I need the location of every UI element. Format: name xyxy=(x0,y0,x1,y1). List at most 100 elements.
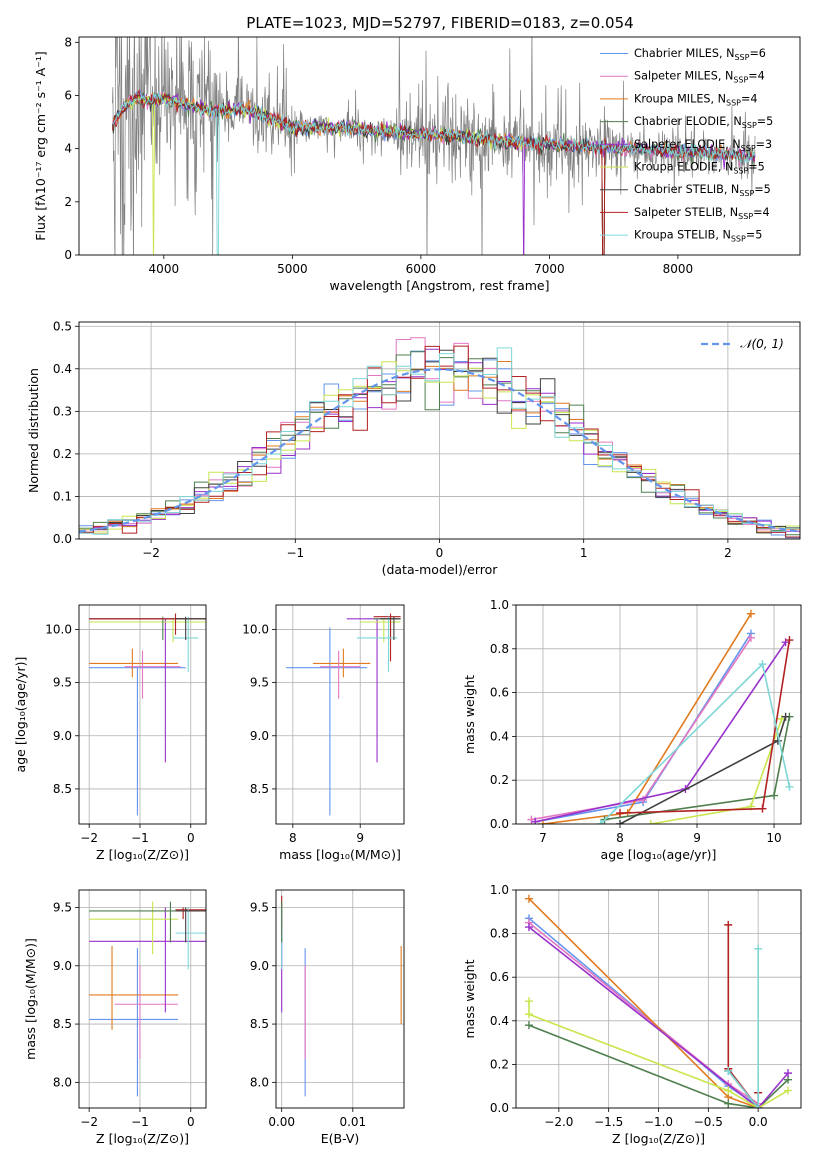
panel-weight_vs_Z: −2.0 −1.5 −1.0 −0.5 0.0 0.0 0.2 0.4 0.6 0.8 1.0 Z [… xyxy=(462,883,802,1146)
gaussian-curve xyxy=(79,368,800,533)
plot-area xyxy=(281,895,402,1097)
x-tick-label: 0 xyxy=(436,546,444,560)
legend-entry: Kroupa MILES, NSSP=4 xyxy=(634,92,757,107)
y-axis-label: mass weight xyxy=(462,675,477,754)
y-tick-label: 9.0 xyxy=(53,959,72,973)
weight-marker-kroupa_elodie xyxy=(724,1086,733,1095)
plot-area xyxy=(79,337,800,539)
y-tick-label: 8.5 xyxy=(53,1017,72,1031)
y-tick-label: 8 xyxy=(64,35,72,49)
y-tick-label: 10.0 xyxy=(45,622,72,636)
x-tick-label: 0.00 xyxy=(268,1115,295,1129)
axes-frame xyxy=(275,889,405,1109)
axes-frame xyxy=(515,889,802,1109)
y-tick-label: 0.2 xyxy=(490,773,509,787)
x-tick-label: 9 xyxy=(356,831,364,845)
x-tick-label: −2.0 xyxy=(544,1115,573,1129)
x-tick-label: 1 xyxy=(580,546,588,560)
weight-marker-salpeter_stelib xyxy=(724,920,733,929)
axes-frame xyxy=(275,604,405,825)
legend-entry: Kroupa STELIB, NSSP=5 xyxy=(634,229,762,244)
plot-area xyxy=(527,609,794,824)
x-tick-label: 0.0 xyxy=(749,1115,768,1129)
plot-area xyxy=(524,894,793,1108)
weight-marker-kroupa_stelib xyxy=(724,1066,733,1075)
panel-weight_vs_age: 7 8 9 10 0.0 0.2 0.4 0.6 0.8 1.0 age [log₁₀(age/yr… xyxy=(462,598,802,862)
weight-line-kroupa_miles xyxy=(542,613,752,824)
x-tick-label: −1 xyxy=(286,546,304,560)
weight-marker-kroupa_miles xyxy=(538,820,547,824)
x-tick-label: 4000 xyxy=(149,262,180,276)
plot-area xyxy=(89,613,206,816)
y-tick-label: 4 xyxy=(64,142,72,156)
y-tick-label: 0.6 xyxy=(490,970,509,984)
x-tick-label: 5000 xyxy=(277,262,308,276)
y-tick-label: 0.8 xyxy=(490,927,509,941)
y-tick-label: 6 xyxy=(64,88,72,102)
y-tick-label: 0.2 xyxy=(490,1057,509,1071)
y-tick-label: 8.5 xyxy=(250,1017,269,1031)
plot-area xyxy=(111,37,756,255)
histogram-kroupa_elodie xyxy=(79,361,800,533)
y-tick-label: 0.8 xyxy=(490,642,509,656)
weight-marker-chabrier_elodie xyxy=(524,1021,533,1030)
legend: Chabrier MILES, NSSP=6 Salpeter MILES, NS… xyxy=(600,47,773,244)
weight-line-kroupa_stelib xyxy=(727,948,759,1108)
y-axis-label: Normed distribution xyxy=(26,368,41,493)
x-tick-label: 8 xyxy=(616,831,624,845)
weight-marker-kroupa_stelib xyxy=(758,660,767,669)
figure-title: PLATE=1023, MJD=52797, FIBERID=0183, z=0… xyxy=(246,14,633,32)
x-tick-label: −2 xyxy=(80,1115,98,1129)
weight-line-kroupa_stelib xyxy=(600,662,791,824)
x-tick-label: 0.01 xyxy=(339,1115,366,1129)
histogram-kroupa_stelib xyxy=(79,347,800,535)
weight-marker-chabrier_elodie xyxy=(724,1099,733,1108)
y-axis-label: mass weight xyxy=(462,959,477,1038)
weight-line-chabrier_miles xyxy=(535,633,752,823)
x-axis-label: Z [log₁₀(Z/Z⊙)] xyxy=(612,1131,705,1146)
y-tick-label: 0.2 xyxy=(53,447,72,461)
legend-entry: Chabrier MILES, NSSP=6 xyxy=(634,47,766,62)
weight-marker-salpeter_elodie xyxy=(524,923,533,932)
y-tick-label: 0.3 xyxy=(53,404,72,418)
weight-line-chabrier_elodie xyxy=(528,1024,789,1108)
x-tick-label: 7 xyxy=(539,831,547,845)
plot-area xyxy=(286,613,401,816)
weight-line-chabrier_stelib xyxy=(619,716,787,824)
y-axis-label: mass [log₁₀(M/M⊙)] xyxy=(23,938,38,1060)
legend-entry: Chabrier STELIB, NSSP=5 xyxy=(634,183,771,198)
x-tick-label: 8 xyxy=(289,831,297,845)
weight-marker-kroupa_elodie xyxy=(784,1086,793,1095)
weight-marker-salpeter_elodie xyxy=(531,817,540,824)
legend-entry: Salpeter ELODIE, NSSP=3 xyxy=(634,138,772,153)
panel-mass_vs_Z: −2 −1 0 8.0 8.5 9.0 9.5 Z [log₁₀(Z/Z⊙)] mass [lo… xyxy=(23,889,207,1146)
x-tick-label: −1.0 xyxy=(644,1115,673,1129)
y-tick-label: 0.4 xyxy=(53,362,72,376)
y-tick-label: 9.0 xyxy=(53,729,72,743)
x-axis-label: wavelength [Angstrom, rest frame] xyxy=(329,278,549,293)
y-tick-label: 8.5 xyxy=(53,782,72,796)
y-axis-label: Flux [fλ10⁻¹⁷ erg cm⁻² s⁻¹ A⁻¹] xyxy=(33,51,48,240)
panel-residuals: −2 −1 0 1 2 0.0 0.1 0.2 0.3 0.4 0.5 (data-model)/er… xyxy=(26,319,801,577)
weight-marker-kroupa_stelib xyxy=(754,1104,763,1108)
x-tick-label: −0.5 xyxy=(694,1115,723,1129)
y-tick-label: 1.0 xyxy=(490,598,509,612)
weight-marker-chabrier_stelib xyxy=(781,712,790,721)
axes-frame xyxy=(515,604,802,825)
y-tick-label: 8.0 xyxy=(53,1075,72,1089)
y-axis-label: age [log₁₀(age/yr)] xyxy=(13,657,28,773)
weight-marker-kroupa_miles xyxy=(746,609,755,618)
y-tick-label: 9.0 xyxy=(250,959,269,973)
weight-line-salpeter_stelib xyxy=(619,639,791,814)
weight-marker-chabrier_stelib xyxy=(773,736,782,745)
axes-frame xyxy=(78,321,801,540)
weight-marker-kroupa_stelib xyxy=(596,820,605,824)
y-tick-label: 9.5 xyxy=(250,900,269,914)
axes-frame xyxy=(78,36,801,256)
weight-marker-salpeter_stelib xyxy=(615,809,624,818)
x-axis-label: Z [log₁₀(Z/Z⊙)] xyxy=(96,847,189,862)
x-axis-label: Z [log₁₀(Z/Z⊙)] xyxy=(96,1131,189,1146)
legend-entry-gaussian: 𝒩(0, 1) xyxy=(740,337,784,351)
y-tick-label: 0.0 xyxy=(490,1101,509,1115)
